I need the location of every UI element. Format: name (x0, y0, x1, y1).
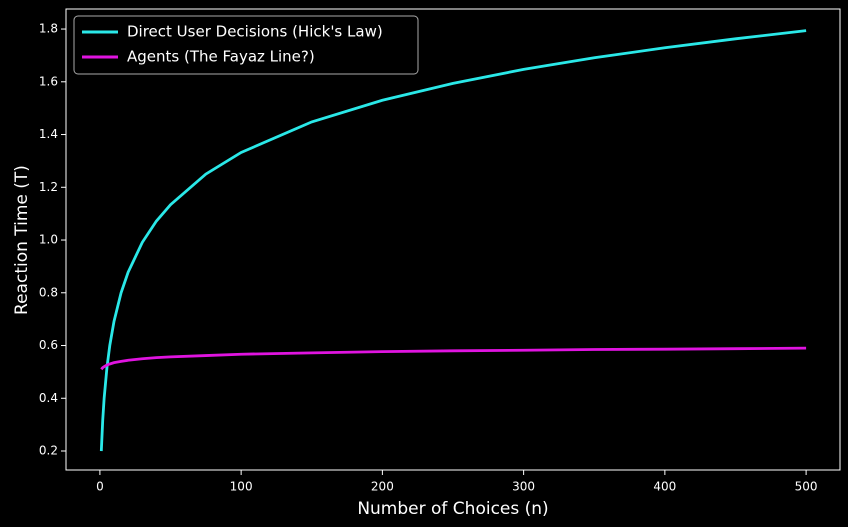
x-tick-label: 100 (230, 480, 253, 494)
x-axis-label: Number of Choices (n) (357, 499, 548, 519)
legend-text: Direct User Decisions (Hick's Law) (127, 23, 383, 41)
y-tick-label: 0.6 (39, 338, 58, 352)
legend-text: Agents (The Fayaz Line?) (127, 48, 315, 66)
y-tick-label: 0.2 (39, 444, 58, 458)
y-tick-label: 1.0 (39, 233, 58, 247)
y-tick-label: 1.2 (39, 180, 58, 194)
x-tick-label: 400 (653, 480, 676, 494)
legend-box (73, 15, 419, 75)
y-axis-label: Reaction Time (T) (12, 165, 32, 315)
x-tick-label: 0 (96, 480, 104, 494)
x-tick-label: 500 (795, 480, 818, 494)
x-tick-label: 300 (512, 480, 535, 494)
y-tick-label: 1.8 (39, 22, 58, 36)
data-line (100, 346, 807, 371)
y-tick-label: 1.6 (39, 74, 58, 88)
x-tick-label: 200 (371, 480, 394, 494)
y-tick-label: 0.4 (39, 391, 58, 405)
y-tick-label: 1.4 (39, 127, 58, 141)
data-line (99, 29, 807, 452)
plot-frame (65, 8, 841, 471)
y-tick-label: 0.8 (39, 285, 58, 299)
